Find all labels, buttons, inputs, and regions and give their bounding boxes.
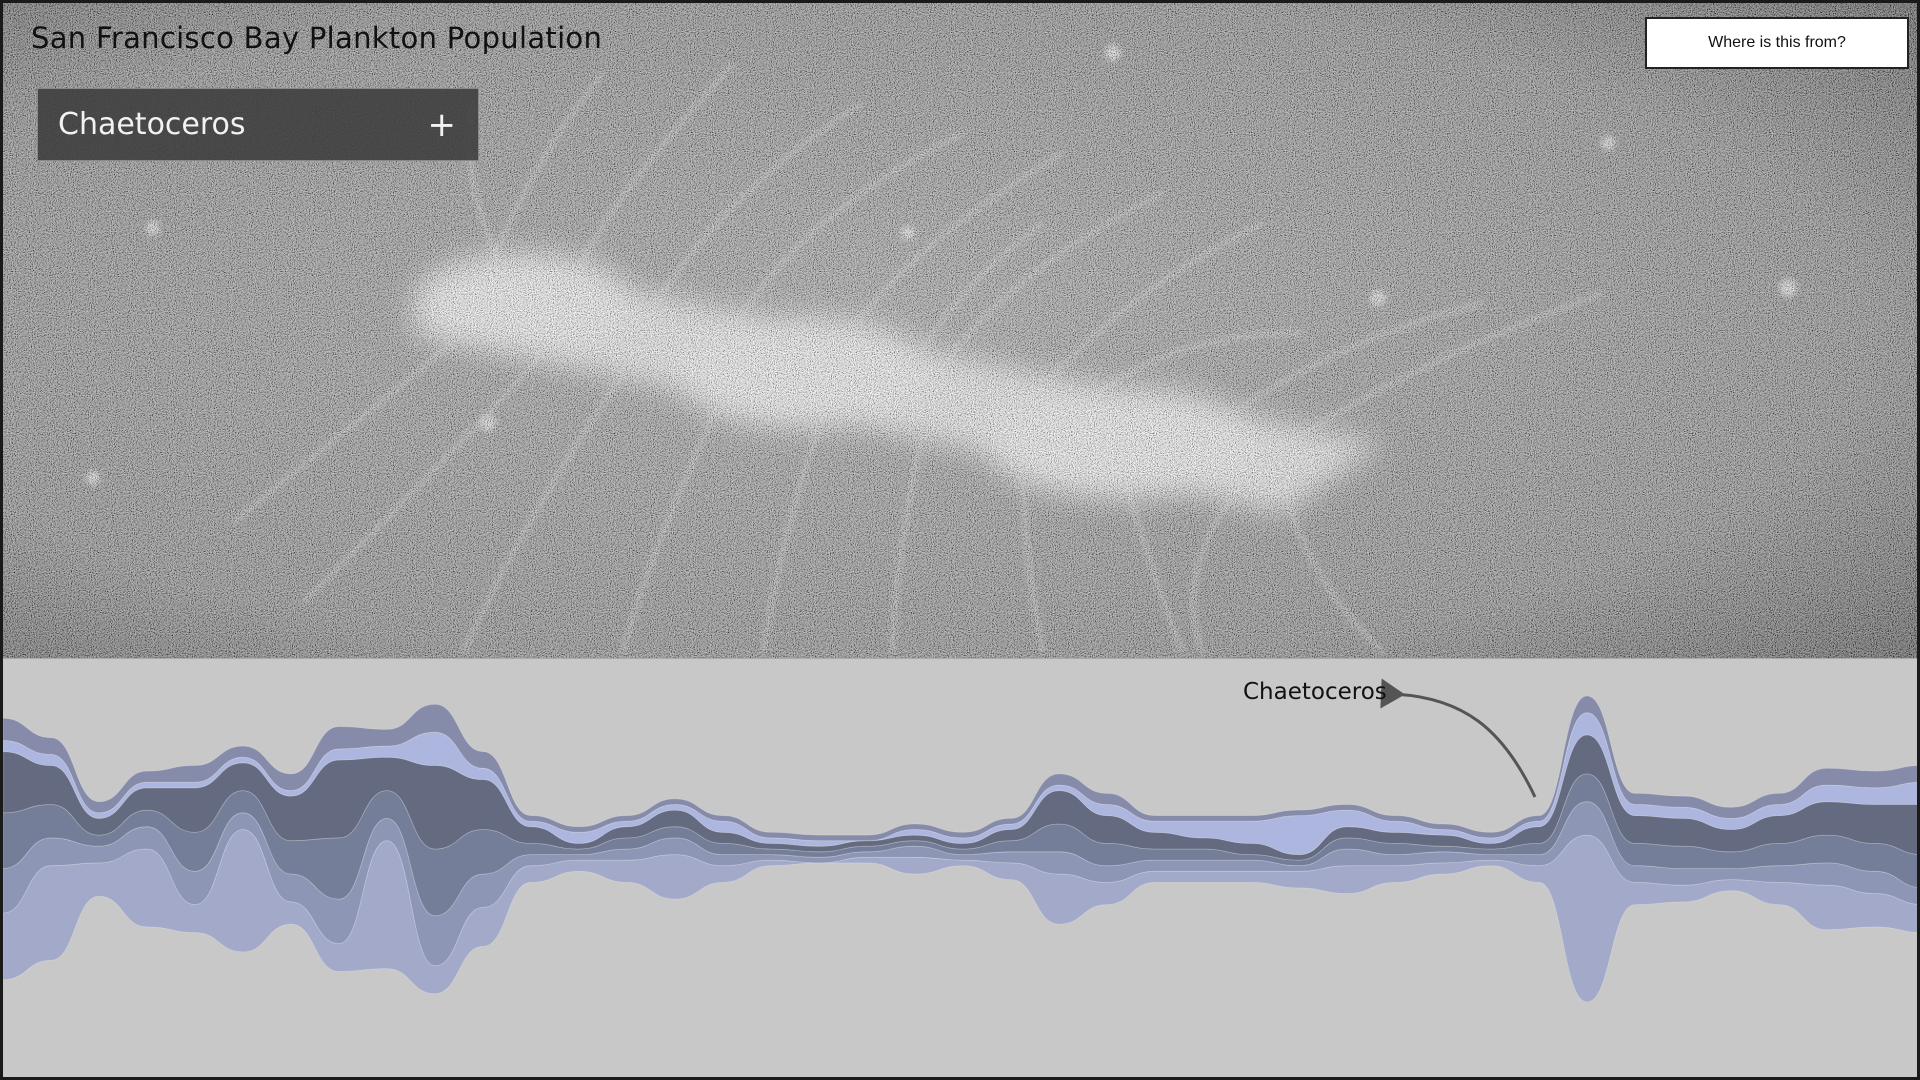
plankton-photo: San Francisco Bay Plankton Population Ch… <box>3 3 1917 658</box>
stream-layer-5[interactable] <box>3 712 1920 856</box>
arrow-icon <box>1380 678 1537 798</box>
plus-icon[interactable]: + <box>427 104 457 145</box>
species-selector[interactable]: Chaetoceros + <box>37 88 479 161</box>
stream-layer-6[interactable] <box>3 695 1920 842</box>
streamgraph-panel: Chaetoceros <box>3 658 1920 1077</box>
species-selector-label: Chaetoceros <box>58 107 246 142</box>
stream-layer-3[interactable] <box>3 773 1920 917</box>
annotation-label: Chaetoceros <box>1243 679 1387 705</box>
streamgraph <box>3 678 1920 1003</box>
page-title: San Francisco Bay Plankton Population <box>31 21 603 55</box>
where-is-this-from-button[interactable]: Where is this from? <box>1645 17 1909 69</box>
